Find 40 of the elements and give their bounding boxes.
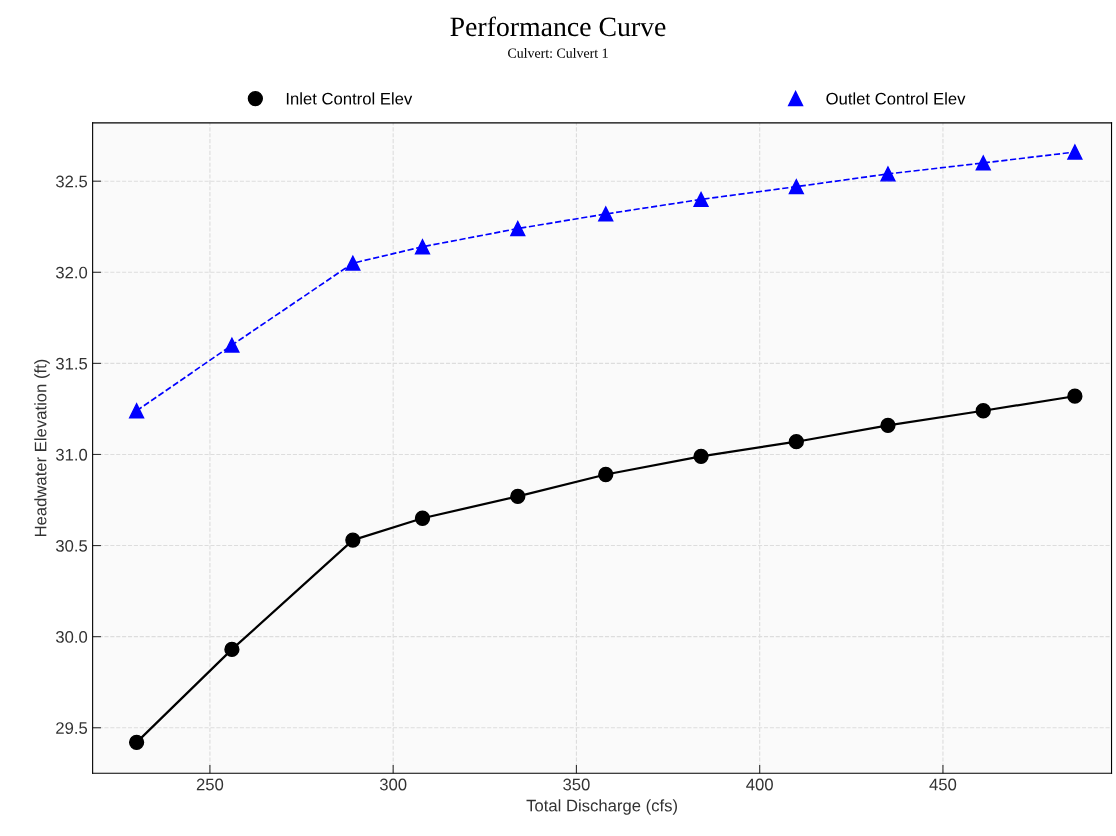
point (880, 417, 896, 433)
x-tick-label: 350 (563, 778, 590, 791)
point (128, 734, 145, 750)
point (598, 466, 614, 483)
point (345, 532, 361, 548)
point (693, 448, 709, 464)
point (510, 220, 526, 237)
y-tick-label: 29.5 (56, 722, 88, 734)
point (693, 191, 709, 208)
point (1067, 388, 1083, 404)
x-tick-label: 250 (196, 778, 224, 791)
x-tick-label: 400 (746, 778, 773, 791)
legend-label: Outlet Control Elev (826, 92, 966, 105)
point (880, 166, 896, 182)
y-tick-label: 31.5 (55, 357, 88, 370)
point (598, 206, 614, 222)
point (414, 239, 431, 255)
x-axis-title: Total Discharge (cfs) (526, 799, 677, 815)
point (224, 641, 240, 658)
point (345, 255, 361, 271)
point (510, 488, 526, 505)
chart-title: Performance Curve (450, 16, 666, 37)
point (975, 403, 991, 419)
point (1067, 144, 1083, 160)
y-tick-label: 31.0 (55, 448, 88, 461)
y-tick-label: 30.0 (55, 631, 88, 643)
point (128, 403, 145, 419)
y-tick-label: 30.5 (55, 539, 88, 552)
x-tick-label: 300 (379, 778, 407, 791)
legend-label: Inlet Control Elev (286, 92, 413, 105)
point (414, 510, 431, 526)
point (788, 179, 804, 195)
y-tick-label: 32.5 (55, 175, 88, 188)
point (975, 155, 991, 171)
y-axis-title: Headwater Elevation (ft) (34, 359, 50, 537)
chart-subtitle: Culvert: Culvert 1 (508, 48, 608, 58)
x-tick-label: 450 (929, 778, 957, 791)
point (224, 337, 240, 353)
y-tick-label: 32.0 (55, 266, 88, 279)
point (788, 434, 804, 450)
